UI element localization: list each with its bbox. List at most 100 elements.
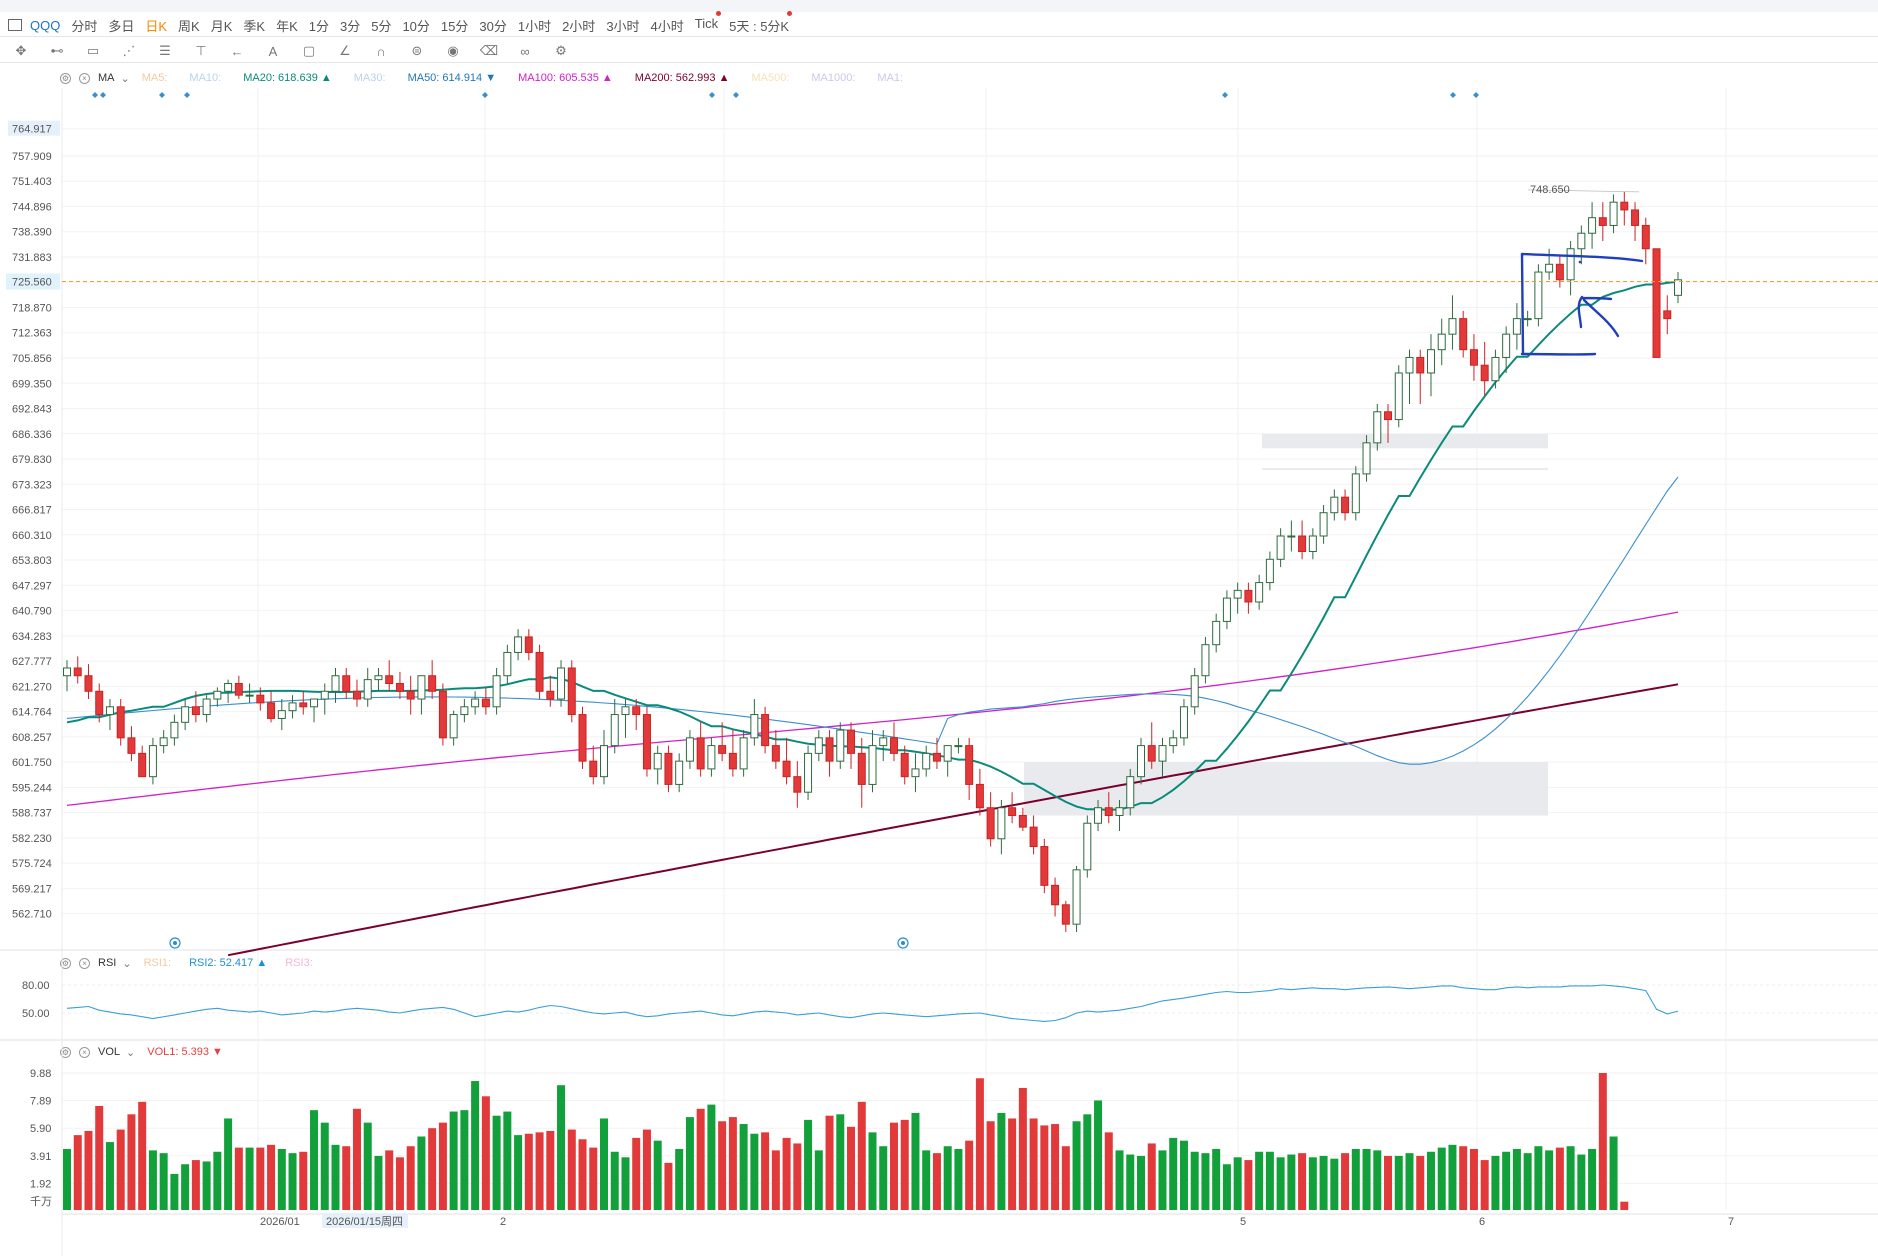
candle-body: [750, 714, 759, 739]
period-tab[interactable]: 年K: [276, 18, 298, 34]
period-tab[interactable]: 2小时: [562, 18, 596, 34]
ma-legend-label[interactable]: MA: [98, 72, 115, 84]
ma-legend-item: MA200: 562.993 ▲: [634, 72, 730, 84]
eye-icon[interactable]: ◉: [447, 43, 459, 58]
candle-body: [1469, 349, 1478, 366]
period-tab[interactable]: 3分: [339, 18, 361, 34]
volume-bar: [288, 1153, 297, 1210]
period-tab[interactable]: 10分: [402, 18, 430, 34]
event-marker: [709, 92, 715, 98]
settings-icon[interactable]: ⚙: [60, 1046, 71, 1058]
period-tab[interactable]: 5天 : 5分K: [729, 10, 793, 35]
event-marker: [733, 92, 739, 98]
candle-body: [567, 667, 576, 716]
volume-bar: [342, 1146, 351, 1210]
close-icon[interactable]: ×: [79, 957, 90, 969]
magnet-icon[interactable]: ∩: [376, 43, 386, 59]
price-tick-label: 634.283: [12, 631, 52, 643]
close-icon[interactable]: ×: [79, 72, 90, 84]
lock-icon[interactable]: ⊜: [411, 43, 423, 58]
candle-body: [685, 737, 694, 762]
candle-body: [653, 752, 662, 770]
volume-bar: [707, 1104, 716, 1210]
period-tab[interactable]: 分时: [71, 18, 98, 34]
period-tab[interactable]: 周K: [178, 18, 200, 34]
period-tab[interactable]: 3小时: [606, 18, 640, 34]
volume-bar: [1147, 1143, 1156, 1210]
candle-body: [1040, 846, 1049, 886]
candle-body: [1169, 737, 1178, 747]
period-tab[interactable]: 5分: [371, 18, 392, 34]
price-tick-label: 744.896: [12, 201, 52, 213]
volume-bar: [1233, 1157, 1242, 1210]
volume-bar: [84, 1130, 93, 1210]
candle-body: [954, 745, 963, 748]
rect-icon[interactable]: ▭: [86, 43, 100, 58]
settings-icon[interactable]: ⚙: [60, 72, 71, 84]
move-icon[interactable]: ✥: [15, 43, 27, 58]
candle-body: [105, 706, 114, 716]
price-tick-label: 653.803: [12, 555, 52, 567]
period-tab[interactable]: 1小时: [517, 18, 552, 34]
period-tab[interactable]: 多日: [108, 18, 135, 34]
symbol-selector[interactable]: QQQ: [30, 17, 61, 33]
period-tab[interactable]: Tick: [695, 10, 722, 35]
chevron-down-icon[interactable]: ⌄: [126, 1046, 136, 1059]
volume-bar: [868, 1132, 877, 1210]
period-tab[interactable]: 15分: [440, 18, 469, 34]
price-tick-label: 712.363: [12, 328, 52, 340]
candle-body: [782, 760, 791, 778]
candle-body: [1158, 745, 1167, 762]
pattern-icon[interactable]: ⋰: [122, 43, 136, 58]
vol-legend-label[interactable]: VOL: [98, 1046, 121, 1058]
rsi-legend-label[interactable]: RSI: [98, 957, 117, 969]
volume-bar: [1405, 1153, 1414, 1210]
gear-icon[interactable]: ⚙: [555, 43, 567, 58]
trash-icon[interactable]: ⌫: [479, 43, 499, 58]
period-tab[interactable]: 1分: [308, 18, 329, 34]
candle-body: [922, 752, 931, 770]
period-tab[interactable]: 30分: [479, 18, 507, 34]
period-tab[interactable]: 日K: [145, 18, 168, 34]
measure-icon[interactable]: ⊤: [195, 43, 207, 58]
period-toolbar: QQQ 分时 多日 日K 周K 月K 季K 年K 1分 3分 5分 10分 15分 30分 1小时 2小时 3…: [0, 10, 1878, 37]
chevron-down-icon[interactable]: ⌄: [122, 957, 132, 970]
candle-body: [417, 675, 426, 700]
candle-body: [868, 745, 877, 785]
candle-body: [1255, 582, 1264, 603]
fib-icon[interactable]: ☰: [159, 43, 171, 58]
period-tab[interactable]: 4小时: [650, 18, 684, 34]
volume-bar: [191, 1160, 200, 1210]
candle-body: [1287, 535, 1296, 538]
volume-bar: [1051, 1124, 1060, 1210]
text-icon[interactable]: A: [268, 43, 278, 59]
event-marker: [184, 92, 190, 98]
candle-body: [1426, 349, 1435, 374]
volume-bar: [1341, 1153, 1350, 1210]
candle-body: [836, 729, 845, 762]
candle-body: [793, 776, 802, 793]
volume-bar: [320, 1122, 329, 1210]
period-tab[interactable]: 季K: [243, 18, 266, 34]
candle-body: [997, 807, 1006, 840]
volume-bar: [406, 1146, 415, 1210]
close-icon[interactable]: ×: [79, 1046, 90, 1058]
ruler-icon[interactable]: ∠: [339, 43, 351, 58]
link-icon[interactable]: ∞: [520, 43, 530, 59]
comment-icon[interactable]: ▢: [302, 43, 316, 58]
event-marker: [159, 92, 165, 98]
settings-icon[interactable]: ⚙: [60, 957, 71, 969]
volume-bar: [524, 1133, 533, 1210]
vol-tick-label: 1.92: [30, 1178, 51, 1190]
rsi-tick-label: 50.00: [22, 1008, 50, 1020]
chevron-down-icon[interactable]: ⌄: [120, 72, 130, 85]
line-icon[interactable]: ⊷: [50, 43, 64, 58]
volume-bar: [954, 1148, 963, 1210]
price-tick-label: 601.750: [12, 757, 52, 769]
candle-body: [460, 706, 469, 716]
candle-body: [299, 702, 308, 708]
sidebar-toggle-icon[interactable]: [8, 19, 22, 31]
period-tab[interactable]: 月K: [210, 18, 233, 34]
arrow-icon[interactable]: ←: [230, 43, 244, 59]
